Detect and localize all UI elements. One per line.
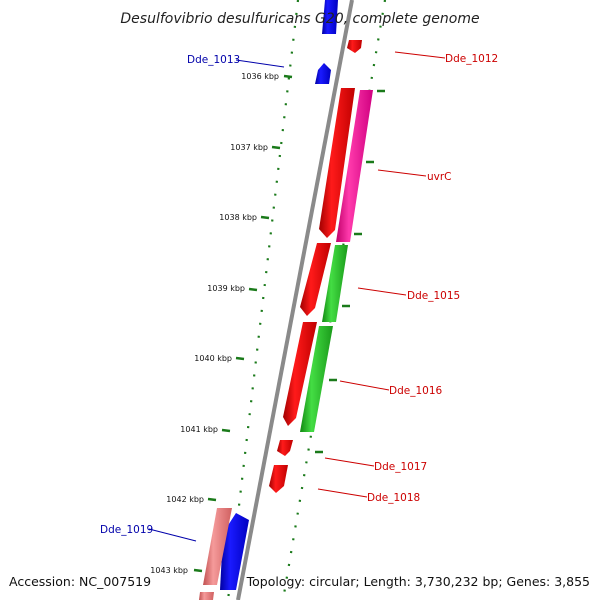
tick-label-1040: 1040 kbp — [194, 354, 232, 363]
gc-track-inner — [226, 0, 300, 600]
gene-label-dde-1012: Dde_1012 — [445, 53, 498, 65]
tick-marks — [193, 74, 293, 573]
tick-label-1037: 1037 kbp — [230, 143, 268, 152]
gene-uvrc — [336, 90, 373, 242]
tick-labels: 1036 kbp 1037 kbp 1038 kbp 1039 kbp 1040… — [150, 72, 279, 575]
gc-track-outer — [281, 0, 387, 600]
outer-tick-marks — [315, 89, 385, 454]
gene-label-dde-1019: Dde_1019 — [100, 524, 153, 536]
tick-label-1036: 1036 kbp — [241, 72, 279, 81]
gene-red-1 — [319, 88, 355, 238]
gene-label-dde-1015: Dde_1015 — [407, 290, 460, 302]
gene-top-blue — [322, 0, 338, 34]
gene-dde-1019 — [203, 508, 232, 585]
gene-dde-1017 — [277, 440, 293, 456]
genome-backbone — [236, 0, 354, 600]
tick-label-1042: 1042 kbp — [166, 495, 204, 504]
tick-label-1043: 1043 kbp — [150, 566, 188, 575]
map-title: Desulfovibrio desulfuricans G20, complet… — [120, 11, 479, 27]
tick-label-1038: 1038 kbp — [219, 213, 257, 222]
gene-salmon-bottom — [199, 592, 214, 600]
gene-red-3 — [283, 322, 317, 426]
gene-label-dde-1016: Dde_1016 — [389, 385, 443, 397]
gene-dde-1013 — [315, 63, 331, 84]
gene-label-dde-1013: Dde_1013 — [187, 54, 240, 66]
gene-label-dde-1017: Dde_1017 — [374, 461, 427, 473]
gene-label-uvrc: uvrC — [427, 171, 452, 183]
tick-label-1039: 1039 kbp — [207, 284, 245, 293]
label-connectors — [148, 51, 446, 542]
tick-label-1041: 1041 kbp — [180, 425, 218, 434]
accession-text: Accession: NC_007519 — [9, 574, 151, 589]
summary-text: Topology: circular; Length: 3,730,232 bp… — [246, 574, 590, 589]
gene-label-dde-1018: Dde_1018 — [367, 492, 420, 504]
gene-dde-1012 — [347, 40, 362, 53]
gene-dde-1016 — [300, 326, 333, 432]
gene-dde-1018 — [269, 465, 288, 493]
gene-dde-1015 — [322, 245, 348, 322]
gene-red-2 — [300, 243, 331, 316]
